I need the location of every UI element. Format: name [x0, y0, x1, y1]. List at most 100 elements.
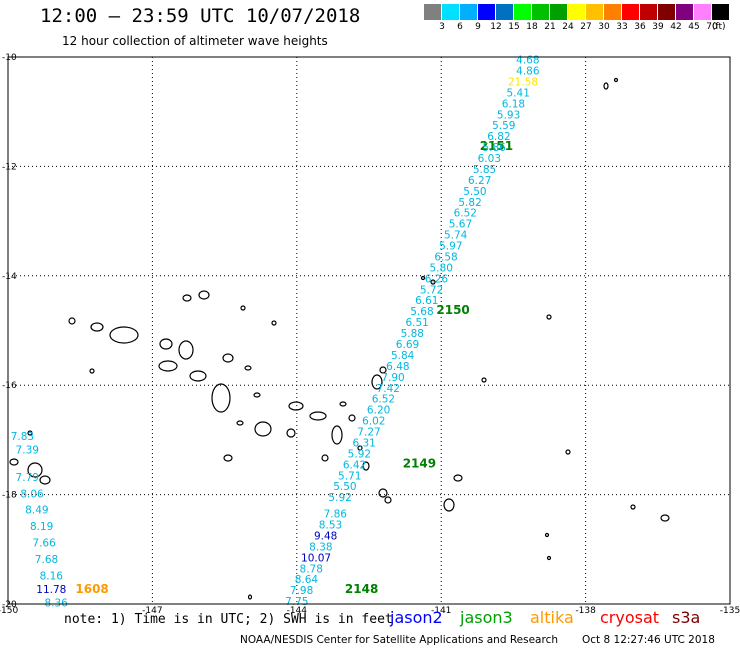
lat-tick-label: -10: [2, 53, 17, 63]
island-outline: [198, 290, 210, 300]
lon-tick-label: -147: [142, 606, 162, 616]
island-outline: [159, 338, 173, 350]
wave-height-value: 8.53: [319, 520, 342, 532]
island-outline: [39, 475, 51, 485]
lat-lon-grid: [8, 57, 730, 604]
colorbar-tick-label: 70: [706, 22, 718, 32]
island-outline: [309, 411, 327, 421]
island-outline: [546, 314, 552, 320]
colorbar-tick-label: 6: [457, 22, 463, 32]
island-outline: [453, 474, 463, 482]
colorbar-tick-label: 9: [475, 22, 481, 32]
lat-tick-label: -18: [2, 491, 17, 501]
credit-text: NOAA/NESDIS Center for Satellite Applica…: [240, 634, 558, 646]
colorbar-unit: (ft): [712, 22, 726, 32]
island-outline: [384, 496, 392, 504]
wave-height-value: 5.68: [410, 306, 433, 318]
wave-height-value: 8.49: [25, 505, 48, 517]
wave-height-value: 5.88: [401, 328, 424, 340]
island-outline: [357, 445, 363, 451]
colorbar-tick-label: 27: [580, 22, 592, 32]
wave-height-value: 5.59: [492, 120, 515, 132]
wave-height-value: 8.06: [20, 488, 44, 500]
island-outline: [420, 275, 426, 281]
wave-height-value: 6.42: [343, 459, 366, 471]
island-outline: [565, 449, 571, 455]
island-outline: [288, 401, 304, 411]
pass-labels: 2151 2150 2149 2148 1608: [75, 139, 513, 596]
wave-height-value: 6.27: [468, 175, 491, 187]
island-outline: [236, 420, 244, 426]
island-outline: [286, 428, 296, 438]
wave-height-value: 5.82: [458, 197, 481, 209]
wave-height-value: 6.52: [454, 208, 477, 220]
wave-height-value: 6.52: [372, 394, 395, 406]
colorbar-swatch: [640, 4, 658, 20]
island-outline: [443, 498, 455, 512]
wave-height-value: 5.50: [333, 481, 356, 493]
colorbar-tick-label: 15: [508, 22, 520, 32]
island-outline: [27, 462, 43, 478]
legend-note: note: 1) Time is in UTC; 2) SWH is in fe…: [64, 612, 393, 627]
colorbar-swatch: [622, 4, 640, 20]
colorbar-swatch: [694, 4, 712, 20]
mission-cryosat: cryosat: [600, 608, 660, 627]
wave-height-value: 4.86: [516, 66, 540, 78]
colorbar-tick-label: 3: [439, 22, 445, 32]
wave-height-value: 6.58: [434, 251, 457, 263]
wave-height-value: 5.85: [473, 164, 496, 176]
colorbar-swatch: [712, 4, 730, 20]
wave-height-value: 7.86: [324, 509, 348, 521]
island-outline: [240, 305, 246, 311]
island-outline: [189, 370, 207, 382]
wave-height-value: 8.78: [300, 563, 323, 575]
island-outlines: [9, 77, 670, 600]
lon-tick-label: -135: [720, 606, 740, 616]
island-outline: [379, 366, 387, 374]
wave-height-value: 8.19: [30, 521, 53, 533]
island-outline: [546, 555, 552, 561]
wave-height-value: 5.41: [507, 87, 530, 99]
wave-height-value: 6.69: [396, 339, 419, 351]
colorbar-tick-label: 33: [616, 22, 628, 32]
island-outline: [223, 454, 233, 462]
island-outline: [247, 594, 253, 600]
colorbar-tick-label: 21: [544, 22, 556, 32]
island-outline: [211, 383, 231, 413]
lat-tick-label: -20: [2, 600, 17, 610]
wave-height-value: 6.61: [415, 295, 438, 307]
island-outline: [371, 374, 383, 390]
mission-altika: altika: [530, 608, 574, 627]
wave-height-value: 6.03: [478, 153, 501, 165]
wave-height-value: 7.66: [32, 538, 56, 550]
colorbar-tick-label: 18: [526, 22, 538, 32]
wave-height-value: 5.72: [420, 284, 443, 296]
wave-height-value: 11.78: [36, 584, 66, 596]
colorbar-swatch: [532, 4, 550, 20]
colorbar-swatch: [424, 4, 442, 20]
colorbar-swatch: [568, 4, 586, 20]
island-outline: [331, 425, 343, 445]
mission-s3a: s3a: [672, 608, 701, 627]
island-outline: [158, 360, 178, 372]
pass-label: 2148: [345, 582, 378, 596]
island-outline: [90, 322, 104, 332]
island-outline: [348, 414, 356, 422]
wave-height-value: 6.02: [362, 416, 385, 428]
island-outline: [544, 532, 550, 538]
wave-height-value: 6.51: [405, 317, 428, 329]
wave-height-value: 8.38: [309, 541, 332, 553]
map-subtitle: 12 hour collection of altimeter wave hei…: [62, 34, 328, 48]
wave-height-value: 7.90: [381, 372, 404, 384]
wave-height-value: 6.20: [367, 405, 390, 417]
lat-tick-label: -16: [2, 381, 17, 391]
island-outline: [378, 488, 388, 498]
wave-height-value: 6.48: [386, 361, 409, 373]
island-outline: [613, 77, 619, 83]
wave-height-value: 10.07: [301, 552, 331, 564]
colorbar-swatch: [514, 4, 532, 20]
map-frame: [7, 56, 731, 605]
island-outline: [254, 421, 272, 437]
wave-height-value: 8.16: [40, 570, 64, 582]
